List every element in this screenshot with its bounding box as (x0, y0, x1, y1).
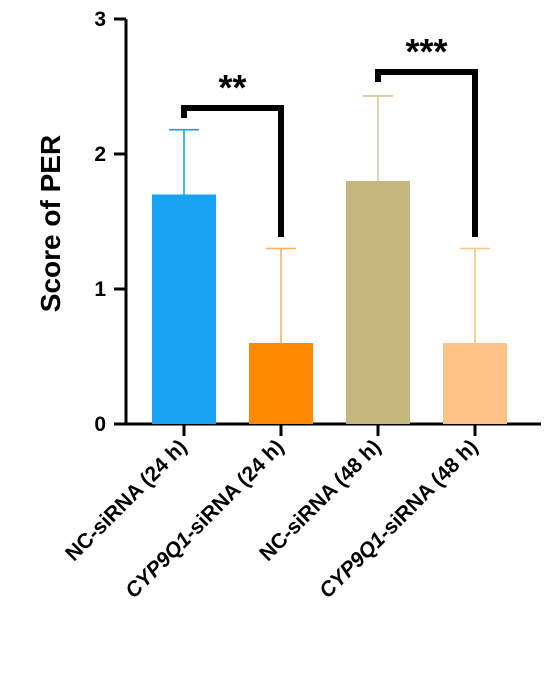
significance-label-2: *** (405, 31, 447, 72)
x-tick-label-italic-2: CYP9Q1 (121, 528, 196, 603)
chart-error-bars (169, 95, 490, 343)
x-tick-label-italic-4: CYP9Q1 (315, 528, 390, 603)
chart-labels: NC-siRNA (24 h)CYP9Q1-siRNA (24 h)NC-siR… (61, 435, 482, 603)
x-tick-label-4: CYP9Q1-siRNA (48 h) (315, 435, 483, 603)
significance-bracket-2 (375, 69, 478, 237)
x-tick-label-rest-4: -siRNA (48 h) (374, 435, 483, 544)
bar-4 (443, 343, 507, 424)
bar-2 (249, 343, 313, 424)
y-tick-label-3: 3 (94, 8, 106, 31)
bar-3 (346, 181, 410, 424)
y-tick-label-0: 0 (94, 413, 106, 436)
x-tick-label-2: CYP9Q1-siRNA (24 h) (121, 435, 289, 603)
x-tick-label-rest-2: -siRNA (24 h) (180, 435, 289, 544)
y-tick-label-2: 2 (94, 143, 106, 166)
significance-bracket-1 (181, 105, 284, 237)
significance-label-1: ** (218, 67, 246, 108)
chart-bars (152, 181, 507, 424)
bar-1 (152, 194, 216, 424)
y-tick-label-1: 1 (94, 278, 106, 301)
y-axis-title: Score of PER (35, 135, 66, 312)
chart-significance: ***** (181, 31, 478, 237)
